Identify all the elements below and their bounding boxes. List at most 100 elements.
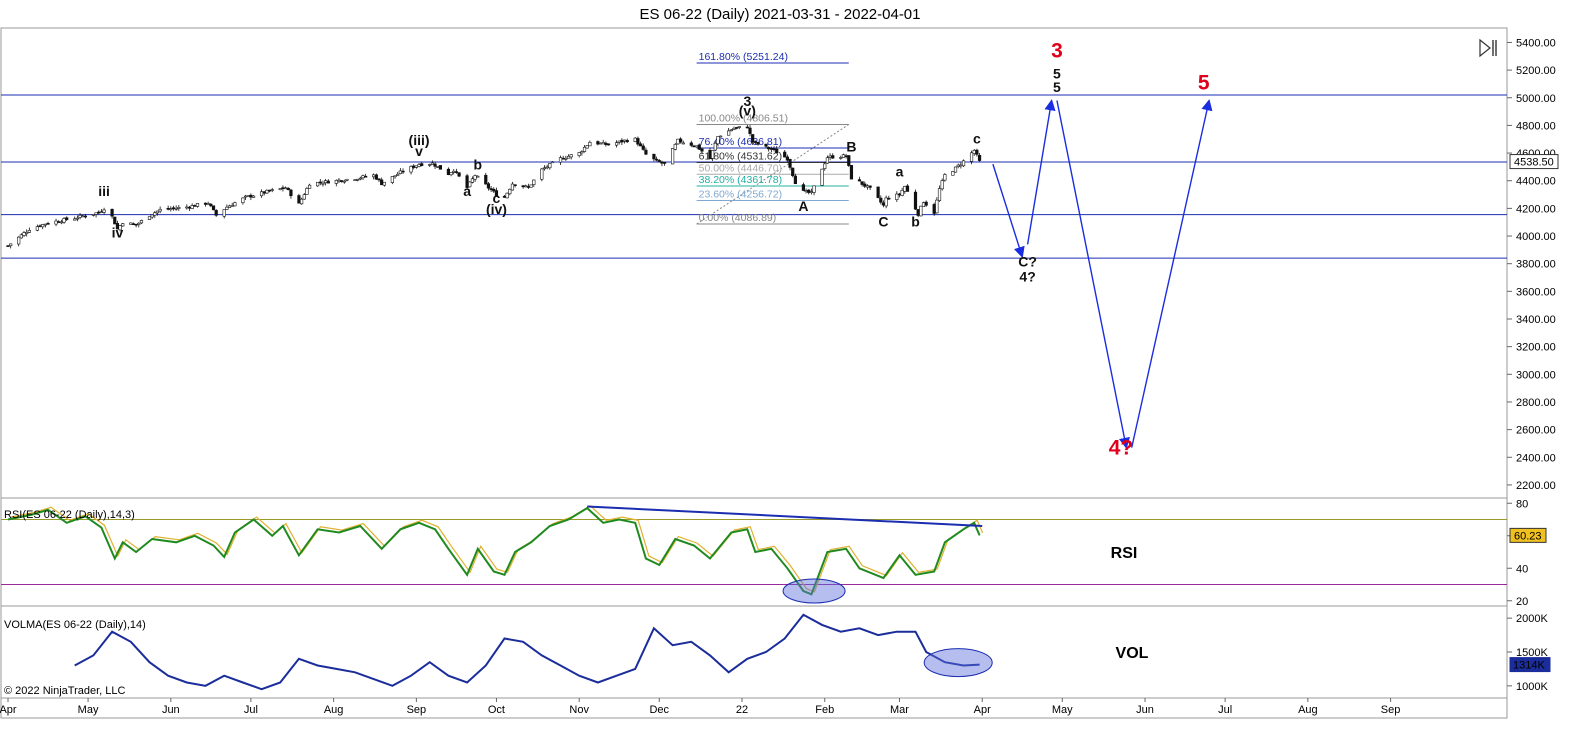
candle-body bbox=[695, 145, 699, 148]
candle-body bbox=[249, 194, 253, 198]
candle-body bbox=[46, 223, 50, 225]
candle-body bbox=[281, 187, 285, 189]
candle-body bbox=[401, 170, 405, 173]
candle-body bbox=[828, 155, 832, 158]
candle-body bbox=[657, 160, 661, 163]
candle-body bbox=[812, 185, 816, 193]
candle-body bbox=[769, 148, 773, 150]
candle-body bbox=[457, 172, 461, 177]
candle-body bbox=[326, 180, 330, 184]
candle-body bbox=[22, 232, 26, 236]
candle-body bbox=[169, 208, 173, 210]
candle-body bbox=[617, 140, 621, 143]
candle-body bbox=[321, 182, 325, 185]
candle-body bbox=[716, 136, 720, 145]
candle-body bbox=[153, 212, 157, 216]
candle-body bbox=[681, 142, 685, 145]
candle-body bbox=[566, 156, 571, 159]
candle-body bbox=[187, 206, 192, 209]
vol-tick-label: 2000K bbox=[1516, 613, 1548, 625]
vol-highlight-ellipse bbox=[923, 648, 993, 678]
candle-body bbox=[94, 212, 98, 215]
candle-body bbox=[113, 216, 117, 225]
candle-body bbox=[577, 152, 581, 156]
candle-body bbox=[150, 214, 154, 218]
candle-body bbox=[692, 145, 696, 148]
wave-label-major: 5 bbox=[1198, 71, 1210, 94]
price-tick-label: 3600.00 bbox=[1516, 286, 1556, 298]
time-tick-label: Apr bbox=[0, 704, 17, 716]
candle-body bbox=[775, 148, 779, 154]
candle-body bbox=[542, 167, 547, 170]
candle-body bbox=[99, 211, 104, 213]
candle-body bbox=[265, 189, 269, 194]
candle-body bbox=[913, 191, 918, 210]
candle-body bbox=[959, 164, 963, 167]
candle-body bbox=[377, 178, 381, 181]
candle-body bbox=[785, 156, 789, 161]
wave-label: C? bbox=[1018, 253, 1037, 269]
vol-indicator-label: VOLMA(ES 06-22 (Daily),14) bbox=[4, 619, 146, 631]
candle-body bbox=[636, 138, 640, 145]
scroll-to-end-icon[interactable] bbox=[1478, 38, 1498, 58]
volume-ma-line bbox=[74, 613, 980, 691]
candle-body bbox=[158, 208, 162, 212]
wave-label: A bbox=[798, 198, 808, 214]
candle-body bbox=[316, 181, 320, 187]
price-layer: 161.80% (5251.24) 100.00% (4806.51) 76.40%… bbox=[1, 40, 1507, 460]
candle-body bbox=[193, 205, 197, 207]
candle-body bbox=[903, 186, 907, 192]
candle-body bbox=[83, 215, 88, 218]
candle-body bbox=[211, 205, 216, 211]
candle-body bbox=[652, 153, 656, 160]
rsi-tick-label: 80 bbox=[1516, 498, 1528, 510]
candle-body bbox=[137, 222, 141, 225]
candle-body bbox=[697, 144, 701, 150]
candle-body bbox=[6, 245, 10, 247]
candle-body bbox=[468, 181, 472, 188]
candle-body bbox=[887, 197, 891, 200]
candle-body bbox=[73, 218, 77, 221]
time-axis-frame bbox=[0, 697, 1508, 719]
candle-body bbox=[78, 214, 82, 218]
candle-body bbox=[452, 170, 456, 173]
candle-body bbox=[396, 173, 400, 176]
time-tick-label: May bbox=[78, 704, 99, 716]
candle-body bbox=[585, 145, 589, 149]
candle-body bbox=[420, 163, 424, 166]
price-tick-label: 2800.00 bbox=[1516, 397, 1556, 409]
candle-body bbox=[937, 188, 942, 201]
candle-body bbox=[43, 223, 47, 226]
candle-body bbox=[735, 127, 739, 129]
candle-body bbox=[214, 210, 218, 216]
wave-label: (iii) bbox=[409, 132, 430, 148]
copyright-text: © 2022 NinjaTrader, LLC bbox=[4, 685, 125, 697]
candle-body bbox=[302, 194, 306, 200]
candle-body bbox=[241, 197, 245, 204]
candle-body bbox=[654, 158, 659, 161]
candle-body bbox=[532, 179, 536, 185]
candle-body bbox=[767, 146, 771, 150]
candle-body bbox=[185, 206, 189, 209]
candle-body bbox=[131, 223, 136, 226]
wave-label: (iv) bbox=[486, 201, 507, 217]
candle-body bbox=[783, 151, 787, 158]
candle-body bbox=[118, 225, 122, 231]
candle-body bbox=[166, 208, 170, 210]
price-tick-label: 3000.00 bbox=[1516, 369, 1556, 381]
candle-body bbox=[876, 186, 880, 198]
wave-label: 4? bbox=[1019, 269, 1035, 285]
candle-body bbox=[209, 203, 213, 207]
candle-body bbox=[110, 208, 114, 217]
candle-body bbox=[953, 166, 958, 173]
candle-body bbox=[9, 243, 13, 247]
time-tick-label: Jul bbox=[1218, 704, 1232, 716]
candle-body bbox=[831, 155, 835, 159]
candle-body bbox=[243, 195, 248, 198]
candle-body bbox=[190, 205, 194, 209]
candle-body bbox=[334, 179, 338, 184]
candle-body bbox=[494, 190, 499, 197]
fib-level-label: 23.60% (4256.72) bbox=[699, 189, 782, 201]
candle-body bbox=[222, 209, 226, 217]
candle-body bbox=[823, 163, 827, 169]
